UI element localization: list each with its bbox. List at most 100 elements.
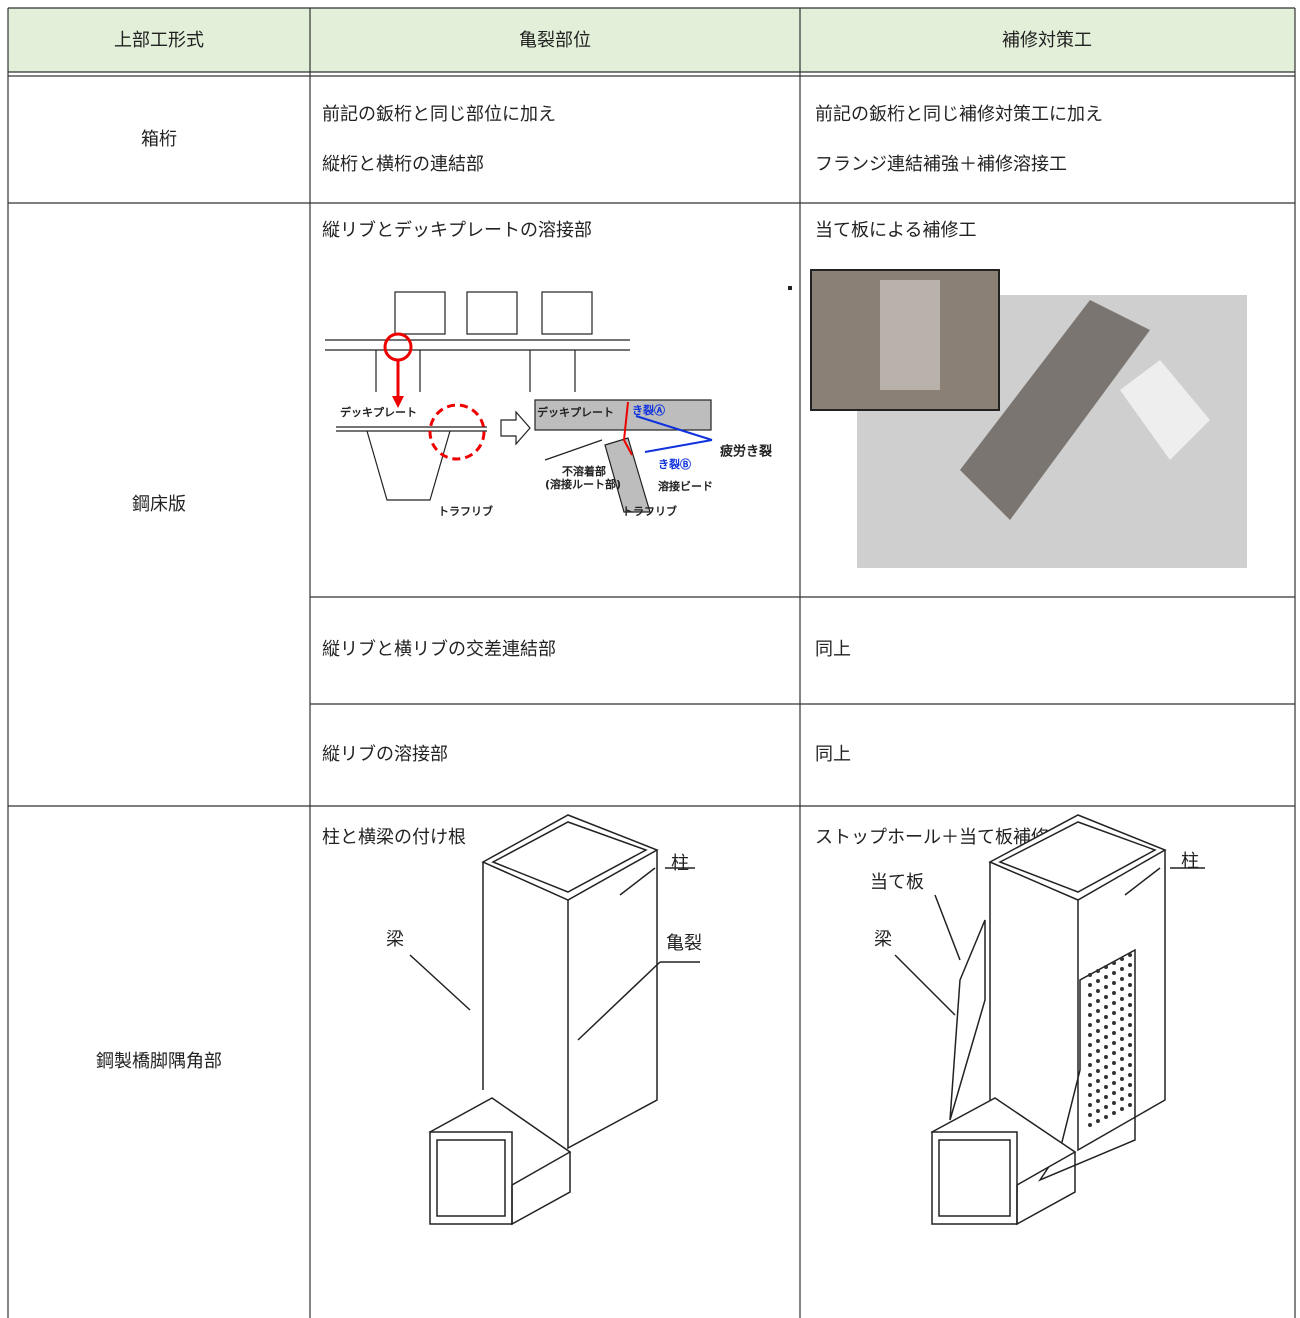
bolt-hole bbox=[1128, 1083, 1132, 1087]
bolt-hole bbox=[1120, 1027, 1124, 1031]
bolt-hole bbox=[1096, 1069, 1100, 1073]
bolt-hole bbox=[1112, 1071, 1116, 1075]
bolt-hole bbox=[1104, 1005, 1108, 1009]
bolt-holes bbox=[1088, 953, 1132, 1127]
bolt-hole bbox=[1088, 1123, 1092, 1127]
bolt-hole bbox=[1120, 1047, 1124, 1051]
bolt-hole bbox=[1112, 1041, 1116, 1045]
figure-label: 梁 bbox=[386, 929, 404, 950]
figure-label: 当て板 bbox=[870, 872, 924, 893]
bolt-hole bbox=[1088, 1043, 1092, 1047]
type-cell: 箱桁 bbox=[141, 129, 177, 150]
bolt-hole bbox=[1096, 979, 1100, 983]
bolt-hole bbox=[1128, 953, 1132, 957]
bolt-hole bbox=[1112, 1051, 1116, 1055]
bolt-hole bbox=[1104, 1085, 1108, 1089]
bolt-hole bbox=[1120, 1077, 1124, 1081]
bolt-hole bbox=[1088, 1073, 1092, 1077]
bolt-hole bbox=[1112, 1011, 1116, 1015]
bolt-hole bbox=[1128, 1003, 1132, 1007]
figure-label: 不溶着部 bbox=[562, 464, 606, 478]
bolt-hole bbox=[1104, 965, 1108, 969]
bolt-hole bbox=[1088, 1083, 1092, 1087]
bolt-hole bbox=[1104, 975, 1108, 979]
bolt-hole bbox=[1112, 1101, 1116, 1105]
bolt-hole bbox=[1088, 1063, 1092, 1067]
bolt-hole bbox=[1096, 1109, 1100, 1113]
bolt-hole bbox=[1088, 983, 1092, 987]
bolt-hole bbox=[1120, 1037, 1124, 1041]
bolt-hole bbox=[1112, 1001, 1116, 1005]
figure-label: デッキプレート bbox=[537, 405, 614, 419]
repair-text: ストップホール＋当て板補修工 bbox=[815, 827, 1067, 848]
crack-text: 縦リブとデッキプレートの溶接部 bbox=[322, 219, 592, 241]
header-cell: 亀裂部位 bbox=[519, 30, 591, 51]
bolt-hole bbox=[1128, 983, 1132, 987]
bolt-hole bbox=[1128, 1063, 1132, 1067]
bolt-hole bbox=[1128, 1093, 1132, 1097]
bolt-hole bbox=[1112, 961, 1116, 965]
bolt-hole bbox=[1104, 1015, 1108, 1019]
bolt-hole bbox=[1128, 1013, 1132, 1017]
bolt-hole bbox=[1128, 1103, 1132, 1107]
repair-text: フランジ連結補強＋補修溶接工 bbox=[815, 154, 1067, 175]
crack-text: 縦桁と横桁の連結部 bbox=[322, 154, 484, 175]
figure-label: (溶接ルート部) bbox=[545, 477, 621, 491]
bolt-hole bbox=[1096, 969, 1100, 973]
deck-labels: デッキプレート デッキプレート き裂Ⓐ 疲労き裂 き裂Ⓑ 不溶着部 (溶接ルート… bbox=[340, 403, 773, 518]
pier-repair-figure bbox=[894, 814, 1205, 1226]
bolt-hole bbox=[1104, 1065, 1108, 1069]
bolt-hole bbox=[1088, 1033, 1092, 1037]
bolt-hole bbox=[1088, 1013, 1092, 1017]
bolt-hole bbox=[1096, 1059, 1100, 1063]
bolt-hole bbox=[1128, 1053, 1132, 1057]
bolt-hole bbox=[1128, 1043, 1132, 1047]
figure-label: トラフリブ bbox=[622, 504, 677, 518]
header-cell: 補修対策工 bbox=[1002, 30, 1092, 51]
bolt-hole bbox=[1096, 1099, 1100, 1103]
bolt-hole bbox=[1112, 1021, 1116, 1025]
crack-text: 前記の鈑桁と同じ部位に加え bbox=[322, 104, 556, 125]
bolt-hole bbox=[1096, 1049, 1100, 1053]
figure-label: 柱 bbox=[1181, 851, 1199, 872]
figure-label: 疲労き裂 bbox=[720, 444, 773, 460]
bolt-hole bbox=[1104, 1025, 1108, 1029]
bolt-hole bbox=[1096, 1079, 1100, 1083]
bolt-hole bbox=[1088, 973, 1092, 977]
arrow-head bbox=[392, 396, 404, 408]
photo-part bbox=[1120, 360, 1210, 460]
type-cell: 鋼床版 bbox=[132, 494, 186, 515]
bolt-hole bbox=[1096, 1009, 1100, 1013]
bolt-hole bbox=[1120, 957, 1124, 961]
bolt-hole bbox=[1088, 1003, 1092, 1007]
figure-label: 梁 bbox=[874, 929, 892, 950]
figure-label: トラフリブ bbox=[438, 504, 493, 518]
crack-arrows bbox=[635, 415, 713, 453]
bolt-hole bbox=[1128, 973, 1132, 977]
pier-crack-figure bbox=[409, 814, 700, 1226]
bolt-hole bbox=[1088, 993, 1092, 997]
photo-inset-part bbox=[880, 280, 940, 390]
repair-text: 同上 bbox=[815, 639, 851, 660]
figure-label: 柱 bbox=[671, 853, 689, 874]
bolt-hole bbox=[1104, 1115, 1108, 1119]
dot bbox=[788, 286, 792, 290]
bolt-hole bbox=[1096, 1029, 1100, 1033]
bolt-hole bbox=[1120, 1017, 1124, 1021]
bolt-hole bbox=[1120, 1107, 1124, 1111]
crack-marker bbox=[383, 332, 413, 362]
repair-text: 前記の鈑桁と同じ補修対策工に加え bbox=[815, 104, 1103, 125]
bolt-hole bbox=[1096, 989, 1100, 993]
bolt-hole bbox=[1104, 985, 1108, 989]
bolt-hole bbox=[1128, 1073, 1132, 1077]
header-bg bbox=[8, 8, 1295, 72]
bolt-hole bbox=[1104, 995, 1108, 999]
bolt-hole bbox=[1096, 999, 1100, 1003]
figure-label: 亀裂 bbox=[666, 933, 702, 954]
bolt-hole bbox=[1120, 977, 1124, 981]
crack-text: 縦リブと横リブの交差連結部 bbox=[322, 638, 556, 660]
bolt-hole bbox=[1088, 1023, 1092, 1027]
bolt-hole bbox=[1120, 1087, 1124, 1091]
bolt-hole bbox=[1112, 1081, 1116, 1085]
